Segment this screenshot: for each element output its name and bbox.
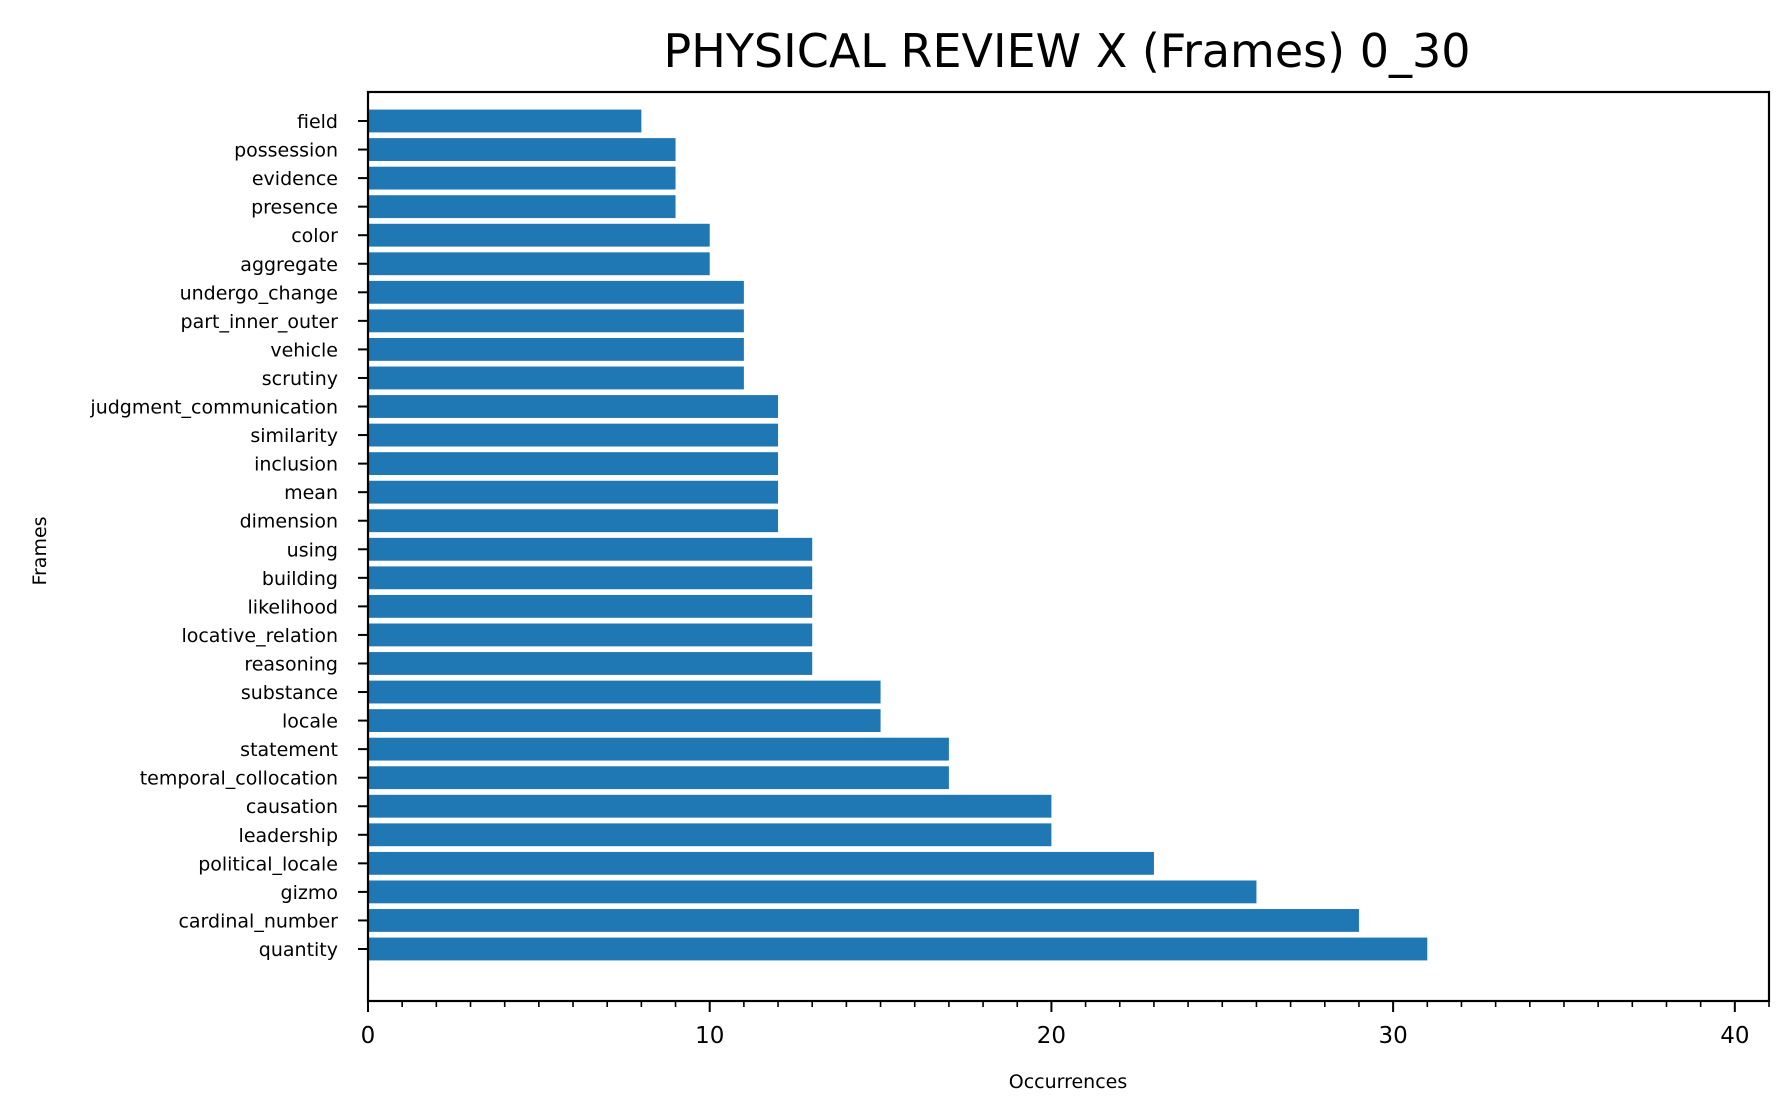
bar-mean [368, 480, 779, 504]
bar-vehicle [368, 337, 744, 361]
y-tick-label: part_inner_outer [181, 311, 339, 333]
bar-undergo_change [368, 280, 744, 304]
y-axis-label: Frames [29, 516, 51, 585]
bar-gizmo [368, 880, 1257, 904]
bar-dimension [368, 509, 779, 533]
y-tick-label: likelihood [248, 596, 338, 618]
bar-inclusion [368, 452, 779, 476]
bar-statement [368, 737, 949, 761]
y-tick-label: quantity [259, 939, 338, 961]
bar-using [368, 537, 813, 561]
x-tick-label: 30 [1378, 1023, 1407, 1049]
y-tick-label: scrutiny [262, 368, 338, 390]
plot-frame [366, 90, 1771, 1003]
y-tick-label: leadership [239, 825, 338, 847]
chart-title: PHYSICAL REVIEW X (Frames) 0_30 [664, 24, 1471, 78]
bar-temporal_collocation [368, 766, 949, 790]
y-tick-label: substance [241, 682, 338, 704]
bar-locale [368, 709, 881, 733]
y-tick-label: presence [251, 197, 338, 219]
y-tick-label: cardinal_number [178, 910, 338, 932]
bars-layer [368, 109, 1428, 961]
x-axis-label: Occurrences [1009, 1071, 1128, 1093]
y-tick-label: temporal_collocation [140, 768, 338, 790]
y-tick-label: field [297, 111, 338, 133]
y-tick-label: building [262, 568, 338, 590]
bar-quantity [368, 937, 1428, 961]
bar-locative_relation [368, 623, 813, 647]
y-tick-label: aggregate [240, 254, 338, 276]
bar-scrutiny [368, 366, 744, 390]
y-tick-label: vehicle [270, 339, 338, 361]
y-tick-label: dimension [240, 511, 338, 533]
bar-cardinal_number [368, 909, 1359, 932]
y-axis-ticks: quantity cardinal_number gizmo political_lo… [89, 111, 368, 961]
y-tick-label: reasoning [244, 653, 338, 675]
bar-political_locale [368, 851, 1154, 875]
x-tick-label: 10 [695, 1023, 724, 1049]
bar-part_inner_outer [368, 309, 744, 333]
y-tick-label: causation [246, 796, 338, 818]
x-tick-label: 20 [1037, 1023, 1066, 1049]
bar-evidence [368, 166, 676, 190]
bar-causation [368, 794, 1052, 818]
y-tick-label: color [291, 225, 338, 247]
y-tick-label: mean [284, 482, 338, 504]
y-tick-label: evidence [252, 168, 338, 190]
y-tick-label: using [287, 539, 338, 561]
bar-substance [368, 680, 881, 704]
x-axis-ticks: 0 10 20 30 40 [361, 1001, 1770, 1049]
x-tick-label: 40 [1720, 1023, 1749, 1049]
bar-aggregate [368, 252, 710, 276]
y-tick-label: political_locale [198, 853, 338, 875]
bar-leadership [368, 823, 1052, 847]
y-tick-label: inclusion [254, 454, 338, 476]
bar-possession [368, 138, 676, 161]
y-tick-label: gizmo [281, 882, 338, 904]
bar-field [368, 109, 642, 133]
y-tick-label: undergo_change [180, 282, 338, 304]
y-tick-label: judgment_communication [89, 397, 338, 419]
bar-presence [368, 195, 676, 219]
bar-judgment_communication [368, 395, 779, 418]
y-tick-label: locale [282, 711, 338, 733]
y-tick-label: locative_relation [181, 625, 338, 647]
y-tick-label: similarity [250, 425, 338, 447]
bar-reasoning [368, 652, 813, 675]
bar-likelihood [368, 594, 813, 618]
x-tick-label: 0 [361, 1023, 376, 1049]
bar-similarity [368, 423, 779, 447]
y-tick-label: possession [234, 140, 338, 162]
bar-color [368, 223, 710, 247]
y-tick-label: statement [240, 739, 338, 761]
bar-building [368, 566, 813, 590]
